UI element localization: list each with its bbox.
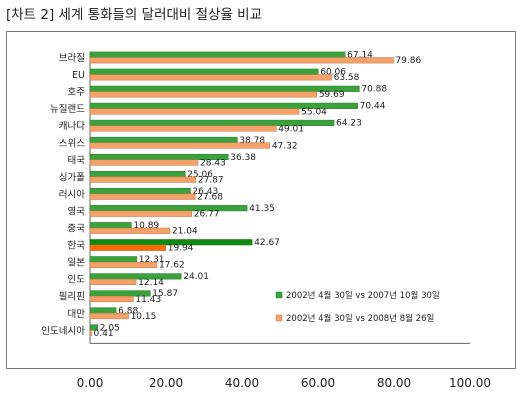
- x-tick-label: 0.00: [77, 376, 104, 390]
- value-label: 55.04: [301, 107, 327, 117]
- bar-series-2: [89, 261, 158, 268]
- value-label: 59.69: [319, 90, 345, 100]
- category-label: 러시아: [59, 189, 85, 200]
- value-label: 70.88: [361, 85, 387, 95]
- bar-series-1: [89, 222, 132, 229]
- bar-series-2: [89, 210, 192, 217]
- bar-series-1: [89, 205, 248, 212]
- bar-series-2: [89, 91, 318, 98]
- value-label: 38.78: [239, 136, 265, 146]
- value-label: 25.06: [187, 170, 213, 180]
- bar-series-1: [89, 171, 186, 178]
- category-label: 태국: [68, 155, 86, 166]
- value-label: 41.35: [249, 204, 275, 214]
- category-label: 브라질: [59, 52, 85, 64]
- value-label: 26.77: [194, 210, 220, 220]
- value-label: 10.15: [131, 312, 157, 322]
- bar-series-1: [89, 239, 253, 246]
- bar-series-2: [89, 295, 134, 303]
- legend-label-1: 2002년 4월 30일 vs 2007년 10월 30일: [286, 290, 440, 301]
- value-label: 21.04: [172, 227, 198, 237]
- x-tick-label: 100.00: [449, 376, 491, 390]
- category-label: 한국: [68, 241, 86, 252]
- category-label: 인도: [68, 275, 86, 286]
- value-label: 67.14: [347, 51, 373, 61]
- bar-series-1: [89, 188, 191, 195]
- category-label: 중국: [68, 224, 86, 235]
- category-label: EU: [72, 70, 85, 81]
- legend-label-2: 2002년 4월 30일 vs 2008년 8월 26일: [286, 313, 434, 324]
- chart-title: [차트 2] 세계 통화들의 달러대비 절상율 비교: [6, 7, 263, 23]
- category-label: 필리핀: [59, 291, 85, 303]
- bar-series-2: [89, 108, 300, 115]
- bar-series-1: [89, 324, 99, 331]
- category-label: 인도네시아: [41, 326, 85, 337]
- value-label: 6.88: [118, 306, 138, 316]
- bar-series-2: [89, 74, 332, 81]
- bar-series-1: [89, 307, 117, 314]
- value-label: 49.01: [278, 124, 304, 134]
- bar-series-2: [89, 125, 277, 132]
- bar-series-2: [89, 278, 137, 285]
- value-label: 70.44: [360, 102, 386, 112]
- bar-series-2: [89, 227, 171, 234]
- category-label: 뉴질랜드: [50, 103, 85, 115]
- category-label: 싱가폴: [59, 172, 85, 183]
- bar-series-2: [89, 159, 199, 166]
- bar-series-1: [89, 68, 319, 75]
- value-label: 24.01: [183, 272, 209, 282]
- x-tick-label: 80.00: [377, 376, 411, 390]
- bar-series-2: [89, 244, 167, 251]
- value-label: 26.43: [192, 187, 218, 197]
- value-label: 28.43: [200, 158, 226, 168]
- bar-series-1: [89, 51, 346, 58]
- value-label: 27.87: [198, 175, 224, 185]
- value-label: 2.05: [100, 323, 120, 333]
- bar-series-2: [89, 330, 92, 337]
- value-label: 36.38: [230, 153, 256, 163]
- value-label: 79.86: [395, 56, 421, 66]
- category-label: 일본: [68, 258, 86, 269]
- value-label: 64.23: [336, 119, 362, 129]
- value-label: 27.68: [197, 193, 223, 203]
- category-label: 캐나다: [59, 121, 85, 132]
- legend-swatch-1: [275, 291, 283, 299]
- value-label: 10.89: [133, 221, 159, 231]
- value-label: 0.41: [94, 329, 114, 339]
- value-label: 17.62: [159, 261, 185, 271]
- category-label: 스위스: [59, 137, 85, 149]
- value-label: 60.06: [320, 68, 346, 78]
- bar-series-1: [89, 256, 138, 263]
- value-label: 63.58: [334, 73, 360, 83]
- value-label: 47.32: [272, 141, 298, 151]
- value-label: 12.14: [138, 278, 164, 288]
- bar-series-2: [89, 193, 196, 200]
- bar-series-2: [89, 142, 271, 149]
- bar-series-1: [89, 136, 238, 143]
- value-label: 19.94: [168, 244, 194, 254]
- x-tick-label: 20.00: [149, 376, 183, 390]
- value-label: 42.67: [254, 238, 280, 248]
- category-label: 호주: [68, 87, 86, 98]
- bar-series-2: [89, 313, 129, 320]
- value-label: 11.43: [135, 295, 161, 305]
- bar-series-2: [89, 176, 197, 183]
- x-tick-label: 60.00: [301, 376, 335, 390]
- bar-series-2: [89, 57, 394, 64]
- value-label: 12.31: [139, 255, 165, 265]
- x-tick-label: 40.00: [225, 376, 259, 390]
- category-label: 대만: [68, 309, 86, 320]
- value-label: 15.87: [152, 289, 178, 299]
- category-label: 영국: [68, 206, 86, 217]
- bar-series-1: [89, 273, 182, 280]
- legend-swatch-2: [275, 314, 283, 322]
